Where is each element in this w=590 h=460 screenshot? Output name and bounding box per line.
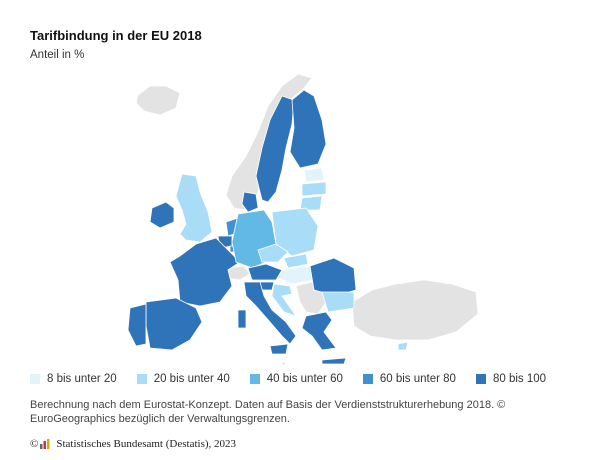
legend-label: 8 bis unter 20 [47,373,117,385]
credit-text: Statistisches Bundesamt (Destatis), 2023 [56,438,237,450]
region-finland [289,89,327,169]
legend-item: 40 bis unter 60 [249,373,343,385]
legend-item: 8 bis unter 20 [30,373,117,385]
legend-swatch [249,374,260,384]
legend-item: 20 bis unter 40 [136,373,230,385]
region-czechia [257,243,289,263]
legend-label: 80 bis 100 [492,373,547,385]
region-spain [145,297,203,351]
legend-item: 80 bis 100 [475,373,547,385]
legend-label: 60 bis unter 80 [379,373,456,385]
europe-map [127,73,479,366]
region-croatia [271,283,297,317]
region-ireland [149,201,175,229]
legend-label: 40 bis unter 60 [266,373,343,385]
region-romania [309,257,357,297]
copyright-symbol: © [30,438,39,450]
region-cyprus [397,341,409,351]
legend: 8 bis unter 20 20 bis unter 40 40 bis un… [30,373,566,385]
region-latvia [301,181,327,197]
region-turkey [351,279,479,341]
region-estonia [303,167,325,183]
region-denmark [241,191,259,213]
region-uk [175,173,213,243]
region-crete [321,357,347,365]
region-hungary [277,265,315,285]
destatis-logo-icon [40,439,50,449]
region-malta [281,361,286,366]
region-sweden [255,95,295,203]
region-slovakia [283,253,309,269]
chart-title: Tarifbindung in der EU 2018 [30,28,202,43]
source-note: Berechnung nach dem Eurostat-Konzept. Da… [30,399,506,425]
chart-subtitle: Anteil in % [30,49,85,61]
region-sicily [269,343,289,355]
region-france [169,237,241,307]
legend-item: 60 bis unter 80 [362,373,456,385]
legend-swatch [136,374,147,384]
legend-swatch [30,374,40,384]
region-sardinia [237,309,247,329]
region-bulgaria [321,291,355,313]
legend-label: 20 bis unter 40 [153,373,230,385]
credit-line: © Statistisches Bundesamt (Destatis), 20… [30,438,236,450]
region-austria [247,263,283,281]
region-greece [301,311,337,351]
region-portugal [127,303,147,347]
region-iceland [135,85,181,116]
legend-swatch [362,374,373,384]
region-lithuania [299,195,323,211]
region-italy [243,281,297,345]
legend-swatch [475,374,486,384]
